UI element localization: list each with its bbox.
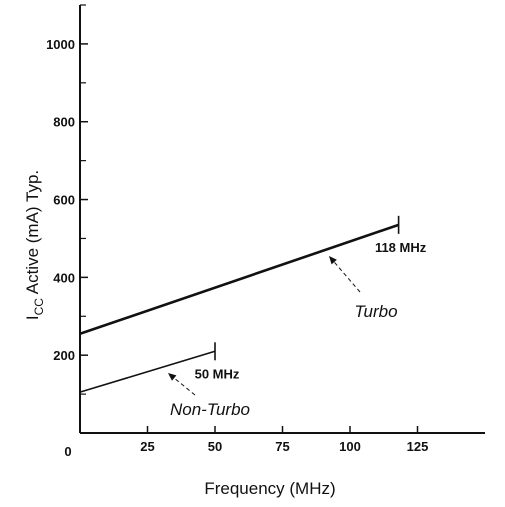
- series-label-turbo: Turbo: [354, 302, 397, 321]
- series-lines: [79, 215, 400, 393]
- origin-label: 0: [64, 444, 71, 459]
- annotations: 118 MHz 50 MHz Turbo Non-Turbo: [167, 240, 427, 419]
- pointer-line-turbo: [328, 255, 361, 293]
- y-tick-label: 200: [53, 348, 75, 363]
- series-line-non-turbo: [79, 350, 216, 393]
- pointer-arrowhead-turbo: [329, 256, 337, 265]
- y-tick-label: 1000: [46, 37, 75, 52]
- x-tick-label: 50: [208, 439, 222, 454]
- x-tick-label: 100: [339, 439, 361, 454]
- pointer-arrowhead-non-turbo: [168, 373, 177, 381]
- x-tick-label: 25: [140, 439, 154, 454]
- axes: 25 50 75 100 125 0 200 400 600 800 1000: [46, 4, 485, 459]
- y-tick-label: 800: [53, 115, 75, 130]
- series-line-turbo: [79, 223, 400, 336]
- annotation-50-mhz: 50 MHz: [195, 366, 240, 381]
- y-axis-title: ICC Active (mA) Typ.: [23, 170, 46, 320]
- series-label-non-turbo: Non-Turbo: [170, 400, 250, 419]
- y-tick-label: 400: [53, 270, 75, 285]
- x-tick-label: 125: [407, 439, 429, 454]
- annotation-118-mhz: 118 MHz: [375, 240, 427, 255]
- x-axis-title: Frequency (MHz): [204, 479, 335, 498]
- x-tick-label: 75: [275, 439, 289, 454]
- y-tick-label: 600: [53, 193, 75, 208]
